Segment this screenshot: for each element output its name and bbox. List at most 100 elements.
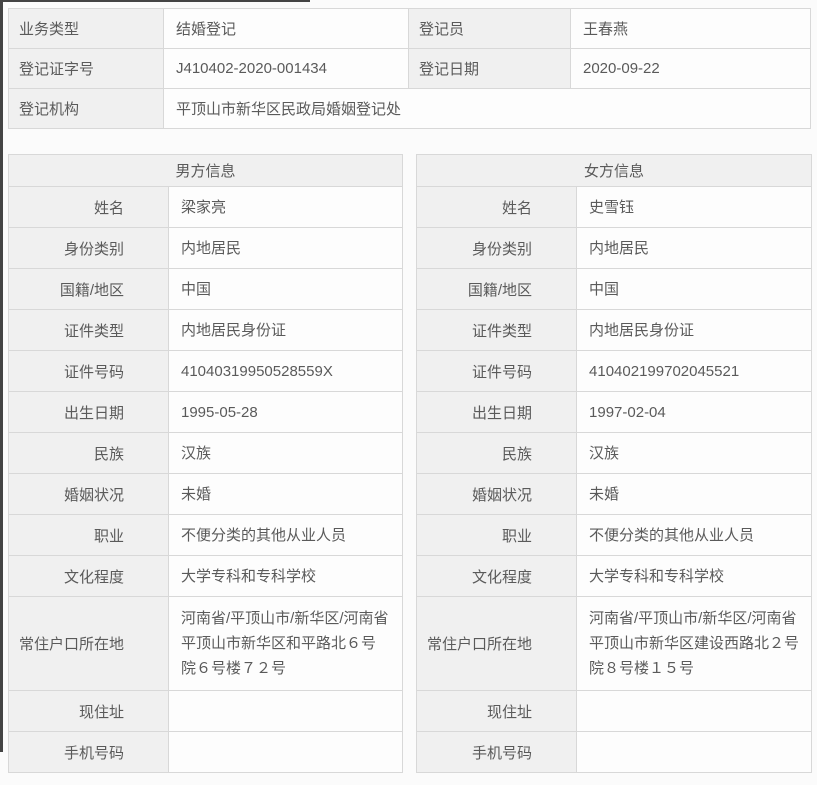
field-label: 姓名 [416,186,578,228]
window-left-edge [0,0,3,752]
field-label: 现住址 [416,690,578,732]
female-section-title: 女方信息 [416,154,813,187]
row-household-address: 常住户口所在地 河南省/平顶山市/新华区/河南省平顶山市新华区和平路北６号院６号… [8,596,404,691]
field-value [167,731,404,773]
row-marital-status: 婚姻状况 未婚 [416,473,813,515]
registrar-label: 登记员 [408,8,571,49]
field-label: 文化程度 [416,555,578,597]
row-id-number: 证件号码 410402199702045521 [416,350,813,392]
field-label: 国籍/地区 [8,268,169,310]
field-label: 婚姻状况 [8,473,169,515]
row-name: 姓名 梁家亮 [8,186,404,228]
field-value: 河南省/平顶山市/新华区/河南省平顶山市新华区和平路北６号院６号楼７２号 [167,596,404,691]
field-label: 证件号码 [8,350,169,392]
row-nationality: 国籍/地区 中国 [416,268,813,310]
row-mobile-number: 手机号码 [8,731,404,773]
row-education: 文化程度 大学专科和专科学校 [8,555,404,597]
row-occupation: 职业 不便分类的其他从业人员 [416,514,813,556]
male-section-header-row: 男方信息 [7,154,404,187]
row-mobile-number: 手机号码 [416,731,813,773]
registration-date-label: 登记日期 [408,48,571,89]
row-business-type: 业务类型 结婚登记 登记员 王春燕 [8,8,811,49]
field-label: 民族 [8,432,169,474]
field-value: 中国 [576,268,813,310]
field-label: 民族 [416,432,578,474]
field-label: 证件类型 [8,309,169,351]
row-ethnicity: 民族 汉族 [416,432,813,474]
row-household-address: 常住户口所在地 河南省/平顶山市/新华区/河南省平顶山市新华区建设西路北２号院８… [416,596,813,691]
field-label: 出生日期 [8,391,169,433]
business-type-label: 业务类型 [8,8,164,49]
field-label: 常住户口所在地 [8,596,169,691]
registrar-value: 王春燕 [570,8,811,49]
field-label: 出生日期 [416,391,578,433]
business-type-value: 结婚登记 [163,8,409,49]
field-value: 河南省/平顶山市/新华区/河南省平顶山市新华区建设西路北２号院８号楼１５号 [576,596,813,691]
row-current-address: 现住址 [416,690,813,732]
field-value: 大学专科和专科学校 [167,555,404,597]
registration-summary-table: 业务类型 结婚登记 登记员 王春燕 登记证字号 J410402-2020-001… [8,8,811,129]
field-label: 身份类别 [416,227,578,269]
field-label: 证件号码 [416,350,578,392]
person-tables: 男方信息 姓名 梁家亮 身份类别 内地居民 国籍/地区 中国 证件类型 内地居民… [7,154,813,773]
female-info-table: 女方信息 姓名 史雪钰 身份类别 内地居民 国籍/地区 中国 证件类型 内地居民… [416,154,813,773]
field-label: 手机号码 [416,731,578,773]
field-value: 410402199702045521 [576,350,813,392]
row-current-address: 现住址 [8,690,404,732]
row-id-type: 证件类型 内地居民身份证 [416,309,813,351]
field-label: 婚姻状况 [416,473,578,515]
agency-value: 平顶山市新华区民政局婚姻登记处 [163,88,811,129]
row-ethnicity: 民族 汉族 [8,432,404,474]
field-value: 史雪钰 [576,186,813,228]
row-agency: 登记机构 平顶山市新华区民政局婚姻登记处 [8,88,811,129]
field-label: 职业 [416,514,578,556]
row-marital-status: 婚姻状况 未婚 [8,473,404,515]
field-value [576,690,813,732]
female-section-header-row: 女方信息 [416,154,813,187]
row-id-type: 证件类型 内地居民身份证 [8,309,404,351]
field-label: 常住户口所在地 [416,596,578,691]
agency-label: 登记机构 [8,88,164,129]
row-certificate-number: 登记证字号 J410402-2020-001434 登记日期 2020-09-2… [8,48,811,89]
row-id-number: 证件号码 41040319950528559X [8,350,404,392]
field-value: 未婚 [167,473,404,515]
field-value: 41040319950528559X [167,350,404,392]
field-label: 身份类别 [8,227,169,269]
field-value: 内地居民 [167,227,404,269]
field-value: 不便分类的其他从业人员 [167,514,404,556]
male-info-table: 男方信息 姓名 梁家亮 身份类别 内地居民 国籍/地区 中国 证件类型 内地居民… [7,154,404,773]
field-value: 内地居民 [576,227,813,269]
field-value: 中国 [167,268,404,310]
row-birth-date: 出生日期 1997-02-04 [416,391,813,433]
field-value: 汉族 [167,432,404,474]
row-nationality: 国籍/地区 中国 [8,268,404,310]
row-birth-date: 出生日期 1995-05-28 [8,391,404,433]
field-value: 内地居民身份证 [167,309,404,351]
field-label: 手机号码 [8,731,169,773]
field-value [167,690,404,732]
field-value [576,731,813,773]
row-occupation: 职业 不便分类的其他从业人员 [8,514,404,556]
field-label: 国籍/地区 [416,268,578,310]
window-top-edge [0,0,310,2]
field-label: 现住址 [8,690,169,732]
field-value: 内地居民身份证 [576,309,813,351]
field-value: 大学专科和专科学校 [576,555,813,597]
certificate-number-value: J410402-2020-001434 [163,48,409,89]
field-value: 1997-02-04 [576,391,813,433]
field-value: 1995-05-28 [167,391,404,433]
field-value: 梁家亮 [167,186,404,228]
field-label: 证件类型 [416,309,578,351]
field-value: 未婚 [576,473,813,515]
certificate-number-label: 登记证字号 [8,48,164,89]
field-value: 不便分类的其他从业人员 [576,514,813,556]
field-label: 文化程度 [8,555,169,597]
male-section-title: 男方信息 [7,154,404,187]
row-identity-type: 身份类别 内地居民 [8,227,404,269]
field-value: 汉族 [576,432,813,474]
row-education: 文化程度 大学专科和专科学校 [416,555,813,597]
row-identity-type: 身份类别 内地居民 [416,227,813,269]
row-name: 姓名 史雪钰 [416,186,813,228]
registration-date-value: 2020-09-22 [570,48,811,89]
